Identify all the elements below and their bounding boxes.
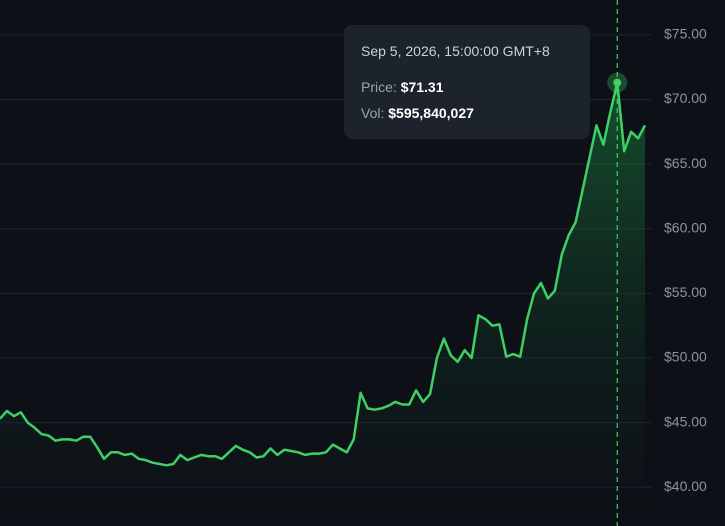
price-line: [0, 81, 647, 467]
volume-value: $595,840,027: [388, 105, 474, 121]
y-tick-label: $70.00: [664, 90, 707, 106]
price-label: Price:: [361, 79, 397, 95]
y-tick-label: $55.00: [664, 284, 707, 300]
y-tick-label: $65.00: [664, 155, 707, 171]
tooltip: Sep 5, 2026, 15:00:00 GMT+8 Price: $71.3…: [344, 25, 590, 139]
y-tick-label: $75.00: [664, 26, 707, 42]
hover-point: [613, 78, 622, 87]
price-value: $71.31: [400, 79, 444, 95]
tooltip-date: Sep 5, 2026, 15:00:00 GMT+8: [361, 43, 550, 59]
tooltip-price: Price: $71.31: [361, 79, 573, 95]
tooltip-volume: Vol: $595,840,027: [361, 105, 573, 121]
y-tick-label: $60.00: [664, 219, 707, 235]
area: [0, 82, 645, 526]
volume-label: Vol:: [361, 105, 385, 121]
y-tick-label: $40.00: [664, 478, 707, 494]
y-tick-label: $50.00: [664, 349, 707, 365]
y-tick-label: $45.00: [664, 413, 707, 429]
